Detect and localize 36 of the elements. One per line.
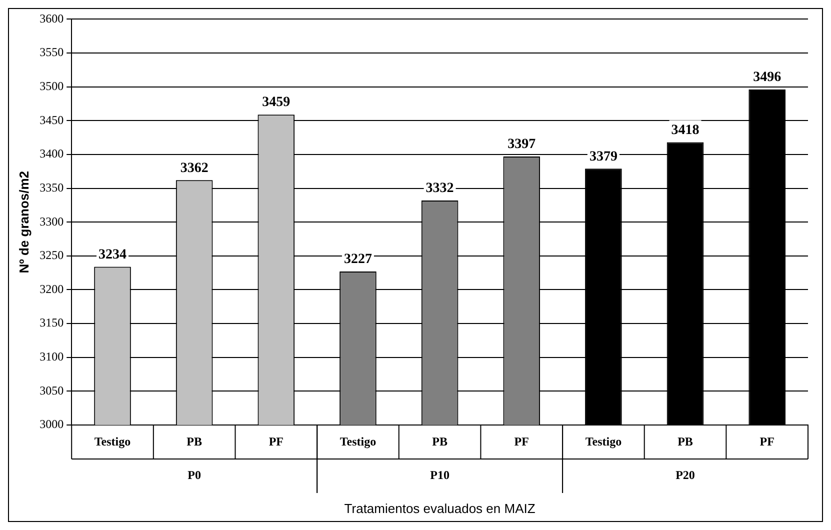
data-label: 3496 xyxy=(753,70,782,86)
y-tick-label: 3250 xyxy=(40,248,64,262)
data-label: 3379 xyxy=(589,149,618,164)
x-tick-label: Testigo xyxy=(585,434,622,448)
x-tick-label: PF xyxy=(760,434,774,448)
x-tick-label: PF xyxy=(514,434,529,448)
series-label: P20 xyxy=(676,468,695,482)
x-tick-label: Testigo xyxy=(340,434,376,448)
y-tick-label: 3450 xyxy=(40,112,64,127)
y-tick-label: 3300 xyxy=(40,214,64,228)
x-tick-label: Testigo xyxy=(94,434,131,448)
y-tick-label: 3050 xyxy=(40,383,64,398)
y-tick-label: 3350 xyxy=(40,180,64,194)
data-label: 3418 xyxy=(671,122,700,138)
y-tick-label: 3150 xyxy=(40,316,64,330)
y-tick-label: 3000 xyxy=(40,417,64,432)
y-tick-label: 3200 xyxy=(40,282,64,296)
data-label: 3234 xyxy=(98,247,127,262)
x-tick-label: PB xyxy=(678,434,693,448)
data-label: 3459 xyxy=(262,95,290,110)
y-tick-label: 3500 xyxy=(40,78,64,93)
x-axis-title: Tratamientos evaluados en MAIZ xyxy=(344,500,536,516)
data-label: 3227 xyxy=(344,252,372,268)
x-tick-label: PF xyxy=(268,434,284,448)
y-tick-label: 3100 xyxy=(40,350,64,364)
series-label: P0 xyxy=(188,468,202,482)
x-tick-label: PB xyxy=(186,434,202,448)
y-axis-title: Nº de granos/m2 xyxy=(16,170,32,274)
data-label: 3362 xyxy=(180,160,208,176)
data-label: 3397 xyxy=(508,137,536,152)
y-tick-label: 3600 xyxy=(40,11,64,26)
y-tick-label: 3400 xyxy=(40,146,64,161)
series-label: P10 xyxy=(430,468,450,482)
y-tick-label: 3550 xyxy=(40,45,64,60)
data-label: 3332 xyxy=(426,181,454,196)
x-tick-label: PB xyxy=(432,434,448,448)
